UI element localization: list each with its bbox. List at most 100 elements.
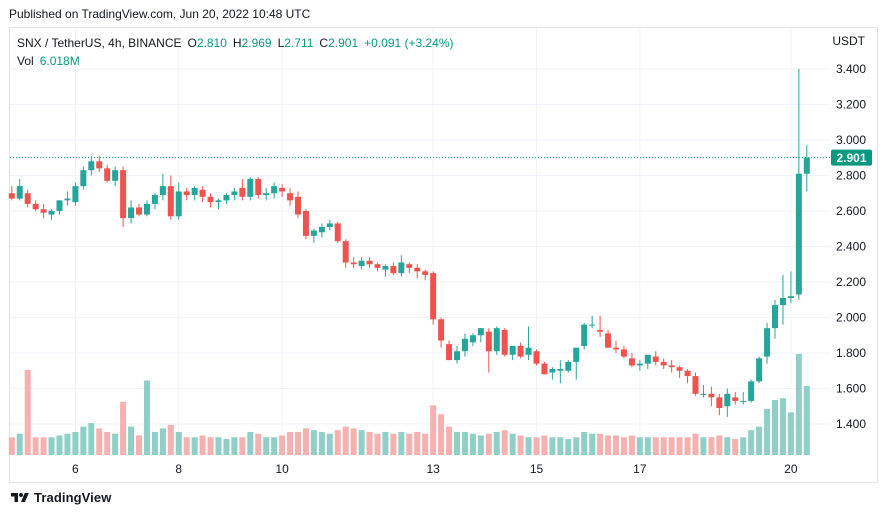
volume-bar [223,439,230,455]
candle-body [374,264,381,268]
candle-body [803,157,810,174]
volume-bar [438,414,445,455]
volume-bar [382,431,389,455]
candle-body [80,170,87,187]
candle-body [310,230,317,236]
legend-open-label: O [187,36,197,50]
candle-body [287,193,294,201]
volume-bar [636,437,643,455]
volume-bar [613,435,619,455]
volume-bar [136,435,142,455]
volume-bar [716,435,723,455]
candle-body [207,196,214,203]
candle-body [32,203,39,210]
candle-body [676,367,683,371]
candle-body [120,170,127,219]
y-tick-label: 1.400 [836,417,866,431]
x-tick-label: 13 [426,462,440,476]
candle-body [366,260,373,265]
y-tick-label: 2.600 [836,204,866,218]
legend-change: +0.091 (+3.24%) [364,36,454,50]
footer: TradingView [9,490,111,505]
y-tick-label: 2.000 [836,311,866,325]
volume-bar [183,437,190,455]
volume-bar [16,433,23,455]
volume-bar [358,430,365,455]
x-tick-label: 20 [784,462,798,476]
volume-bar [271,437,278,455]
volume-bar [32,437,39,455]
legend-open-value: 2.810 [196,36,227,50]
candle-body [422,271,429,275]
candle-body [732,397,739,401]
volume-bar [724,437,731,455]
volume-bar [422,433,429,455]
legend-low-value: 2.711 [284,36,314,50]
candle-body [191,187,198,196]
volume-bar [756,426,763,455]
volume-bar [589,433,596,455]
candle-body [390,266,397,274]
candle-body [263,193,270,196]
candle-body [56,200,63,211]
tradingview-logo-icon [11,492,29,502]
candle-body [549,368,556,373]
candle-body [461,338,468,352]
volume-bar [684,437,691,455]
candle-body [247,179,254,197]
volume-bar [128,426,135,455]
volume-bar [549,437,556,455]
tradingview-brand[interactable]: TradingView [34,490,112,505]
volume-bar [541,435,548,455]
candle-body [620,349,627,357]
candle-body [493,328,500,352]
volume-bar [700,437,707,455]
volume-bar [167,424,174,455]
volume-bar [461,431,468,455]
candle-body [779,297,786,306]
volume-bar [477,435,484,455]
candle-body [151,195,158,204]
volume-bar [72,431,79,455]
volume-bar [40,437,47,455]
volume-bar [398,431,405,455]
volume-bar [446,426,453,455]
volume-bar [191,437,198,455]
chart-frame[interactable] [9,27,878,483]
candle-body [605,333,612,348]
candle-body [509,345,516,355]
volume-bar [231,437,238,455]
candle-body [684,370,691,377]
volume-bar [644,437,651,455]
volume-bar [207,437,214,455]
chart-legend: SNX / TetherUS, 4h, BINANCE O2.810 H2.969 L… [17,34,454,70]
candle-body [223,195,230,201]
volume-bar [295,431,301,455]
x-tick-label: 15 [530,462,544,476]
candle-body [525,347,532,355]
y-tick-label: 2.400 [836,240,866,254]
legend-volume-label[interactable]: Vol [17,54,34,68]
candle-body [636,363,643,366]
candle-body [517,345,524,357]
volume-bar [708,437,715,455]
candle-body [334,223,341,242]
volume-bar [748,430,755,455]
volume-bar [175,431,182,455]
legend-low-label: L [277,36,285,50]
volume-bar [279,435,286,455]
volume-bar [581,431,588,455]
volume-bar [620,437,627,455]
candle-body [406,264,413,268]
candle-body [40,209,47,213]
volume-bar [533,437,540,455]
candle-body [358,260,365,267]
volume-bar [318,431,325,455]
y-tick-label: 3.000 [836,133,866,147]
volume-bar [732,439,739,455]
volume-bar [605,435,612,455]
y-tick-label: 3.400 [836,62,866,76]
legend-symbol[interactable]: SNX / TetherUS, 4h, BINANCE [17,36,182,50]
volume-bar [255,433,262,455]
